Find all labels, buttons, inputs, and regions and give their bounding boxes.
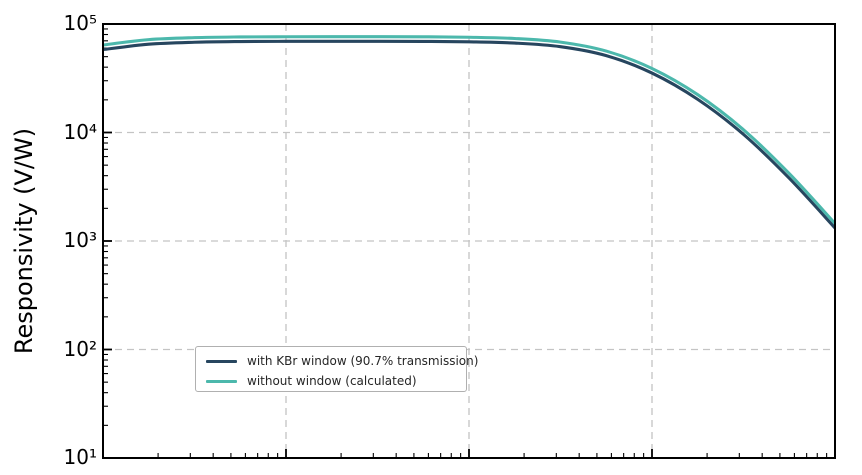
y-tick-label: 10⁵	[63, 11, 97, 35]
legend-label-with-window: with KBr window (90.7% transmission)	[247, 354, 479, 368]
legend-entry-with-window: with KBr window (90.7% transmission)	[206, 352, 478, 370]
data-curves	[103, 35, 835, 230]
y-tick-label: 10⁴	[63, 119, 97, 144]
plot-spines	[102, 23, 836, 459]
y-tick-label: 10³	[63, 228, 97, 252]
y-tick-label: 10¹	[63, 445, 97, 469]
y-tick-label: 10²	[63, 336, 97, 361]
legend-entry-without-window: without window (calculated)	[206, 372, 458, 390]
legend-label-without-window: without window (calculated)	[247, 374, 417, 388]
legend-line-swatch-teal	[206, 379, 237, 383]
curve-without-window	[103, 35, 835, 226]
curve-with-kbr-window	[103, 39, 835, 230]
gridlines	[103, 24, 835, 458]
legend-line-swatch-navy	[206, 359, 237, 363]
legend-box: with KBr window (90.7% transmission) wit…	[195, 346, 478, 392]
